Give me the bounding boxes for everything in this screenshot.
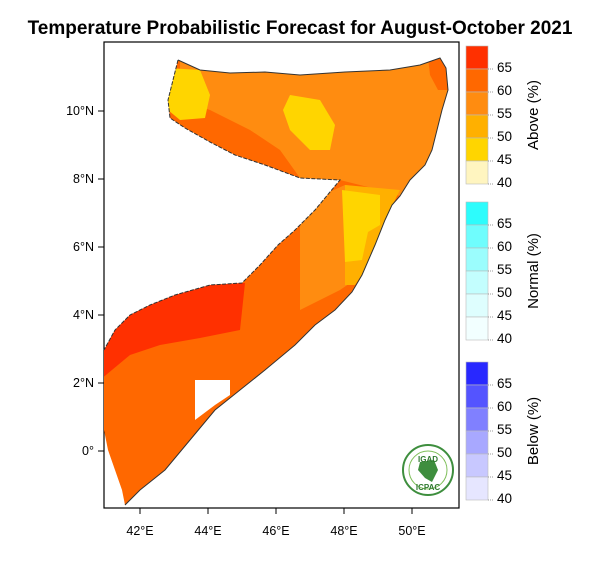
legend-swatch — [465, 114, 489, 139]
lon-axis: 42°E 44°E 46°E 48°E 50°E — [126, 508, 426, 538]
legend-swatch — [465, 476, 489, 501]
legend-tick-label: 60 — [497, 239, 512, 254]
legend-tick-label: 45 — [497, 308, 512, 323]
region-above-45-north-central — [283, 95, 335, 150]
legend-swatch — [465, 224, 489, 249]
legend-tick-label: 65 — [497, 216, 512, 231]
coastal-gap — [195, 380, 230, 420]
region-above-45-east — [342, 190, 380, 262]
legend-swatch — [465, 68, 489, 93]
legend-tick-label: 55 — [497, 262, 512, 277]
legend-swatch — [465, 201, 489, 226]
region-above-45-northwest — [168, 68, 210, 120]
logo-top-text: IGAD — [418, 455, 438, 464]
legend-tick-label: 60 — [497, 83, 512, 98]
legend-swatch — [465, 45, 489, 70]
legend-tick-label: 40 — [497, 175, 512, 190]
color-legends: 65 60 55 50 45 40 Above (%) 65 60 55 50 45 40 Normal … — [465, 45, 542, 506]
legend-swatch — [465, 160, 489, 185]
lon-tick-label: 42°E — [126, 524, 153, 538]
logo-bottom-text: ICPAC — [416, 483, 441, 492]
legend-swatch — [465, 270, 489, 295]
legend-swatch — [465, 361, 489, 386]
legend-tick-label: 40 — [497, 331, 512, 346]
lon-tick-label: 50°E — [398, 524, 425, 538]
coastline — [124, 57, 449, 506]
igad-icpac-logo: IGAD ICPAC — [402, 444, 454, 496]
legend-below: 65 60 55 50 45 40 Below (%) — [465, 361, 542, 506]
land-border — [103, 59, 342, 351]
legend-swatch — [465, 247, 489, 272]
legend-swatch — [465, 91, 489, 116]
legend-tick-label: 40 — [497, 491, 512, 506]
legend-tick-label: 60 — [497, 399, 512, 414]
lat-tick-label: 4°N — [73, 308, 94, 322]
legend-tick-label: 45 — [497, 468, 512, 483]
lat-tick-label: 6°N — [73, 240, 94, 254]
legend-swatch — [465, 453, 489, 478]
legend-above: 65 60 55 50 45 40 Above (%) — [465, 45, 542, 190]
legend-swatch — [465, 384, 489, 409]
legend-tick-label: 50 — [497, 129, 512, 144]
legend-swatch — [465, 430, 489, 455]
legend-tick-label: 65 — [497, 376, 512, 391]
legend-tick-label: 50 — [497, 445, 512, 460]
legend-swatch — [465, 137, 489, 162]
legend-normal: 65 60 55 50 45 40 Normal (%) — [465, 201, 542, 346]
lon-tick-label: 48°E — [330, 524, 357, 538]
legend-swatch — [465, 293, 489, 318]
legend-title: Above (%) — [525, 80, 542, 150]
lat-tick-label: 2°N — [73, 376, 94, 390]
legend-title: Below (%) — [525, 397, 542, 465]
legend-title: Normal (%) — [525, 233, 542, 309]
lon-tick-label: 46°E — [262, 524, 289, 538]
lat-tick-label: 10°N — [66, 104, 94, 118]
map-title: Temperature Probabilistic Forecast for A… — [27, 18, 573, 39]
legend-swatch — [465, 316, 489, 341]
legend-tick-label: 50 — [497, 285, 512, 300]
lon-tick-label: 44°E — [194, 524, 221, 538]
legend-tick-label: 55 — [497, 106, 512, 121]
legend-swatch — [465, 407, 489, 432]
legend-tick-label: 45 — [497, 152, 512, 167]
legend-tick-label: 65 — [497, 60, 512, 75]
lat-tick-label: 8°N — [73, 172, 94, 186]
lat-tick-label: 0° — [82, 444, 94, 458]
lat-axis: 10°N 8°N 6°N 4°N 2°N 0° — [66, 104, 104, 458]
legend-tick-label: 55 — [497, 422, 512, 437]
